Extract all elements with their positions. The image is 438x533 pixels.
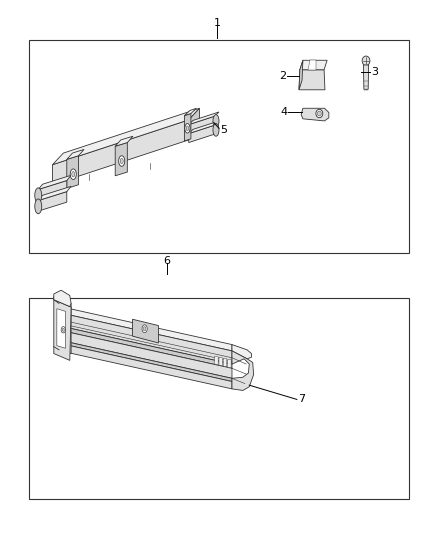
Ellipse shape xyxy=(143,327,146,331)
Ellipse shape xyxy=(362,56,370,66)
Polygon shape xyxy=(223,358,227,367)
Polygon shape xyxy=(38,175,71,190)
Polygon shape xyxy=(53,108,200,165)
Ellipse shape xyxy=(316,109,323,118)
Text: 7: 7 xyxy=(297,394,305,405)
Ellipse shape xyxy=(318,111,321,116)
Polygon shape xyxy=(189,121,219,134)
Polygon shape xyxy=(70,328,232,368)
Text: 6: 6 xyxy=(164,256,171,266)
Polygon shape xyxy=(70,345,232,389)
Polygon shape xyxy=(184,114,191,141)
Polygon shape xyxy=(189,108,200,140)
Polygon shape xyxy=(57,309,66,348)
Ellipse shape xyxy=(35,199,42,214)
Polygon shape xyxy=(70,342,232,382)
Ellipse shape xyxy=(186,126,189,131)
Ellipse shape xyxy=(213,124,219,136)
Ellipse shape xyxy=(70,169,76,180)
Polygon shape xyxy=(299,70,325,90)
Ellipse shape xyxy=(72,172,75,177)
Text: 1: 1 xyxy=(213,18,220,28)
Polygon shape xyxy=(70,333,232,378)
Polygon shape xyxy=(59,303,71,353)
Polygon shape xyxy=(307,60,316,70)
Polygon shape xyxy=(70,315,232,364)
Polygon shape xyxy=(184,108,197,116)
Polygon shape xyxy=(299,60,303,90)
Text: 4: 4 xyxy=(280,108,287,117)
Polygon shape xyxy=(232,344,251,359)
Text: 3: 3 xyxy=(371,67,378,77)
Ellipse shape xyxy=(142,325,147,333)
Polygon shape xyxy=(54,300,71,360)
Polygon shape xyxy=(189,125,215,142)
Polygon shape xyxy=(67,156,78,189)
Ellipse shape xyxy=(35,188,42,203)
Text: 5: 5 xyxy=(220,125,227,135)
Polygon shape xyxy=(219,357,223,366)
Polygon shape xyxy=(232,351,254,391)
Ellipse shape xyxy=(213,115,219,127)
Bar xyxy=(29,39,409,253)
Text: 2: 2 xyxy=(279,70,286,80)
Polygon shape xyxy=(115,142,127,176)
Bar xyxy=(29,298,409,498)
Ellipse shape xyxy=(119,156,125,166)
Polygon shape xyxy=(364,65,369,90)
Polygon shape xyxy=(300,60,327,70)
Polygon shape xyxy=(53,120,189,185)
Polygon shape xyxy=(115,136,133,146)
Polygon shape xyxy=(54,296,71,307)
Polygon shape xyxy=(38,191,67,211)
Ellipse shape xyxy=(61,327,66,333)
Polygon shape xyxy=(301,108,329,121)
Polygon shape xyxy=(189,116,215,134)
Ellipse shape xyxy=(185,124,190,133)
Polygon shape xyxy=(70,309,232,351)
Polygon shape xyxy=(38,181,67,200)
Polygon shape xyxy=(189,112,219,125)
Ellipse shape xyxy=(120,158,123,164)
Polygon shape xyxy=(67,149,84,159)
Polygon shape xyxy=(54,290,71,306)
Polygon shape xyxy=(38,187,71,200)
Polygon shape xyxy=(215,356,218,365)
Ellipse shape xyxy=(62,328,64,332)
Polygon shape xyxy=(133,319,159,343)
Polygon shape xyxy=(228,359,231,368)
